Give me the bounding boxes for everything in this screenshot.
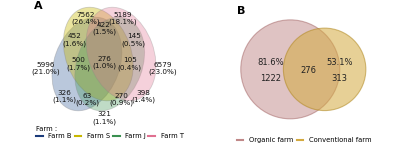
Legend: Farm B, Farm S, Farm J, Farm T: Farm B, Farm S, Farm J, Farm T (34, 124, 186, 142)
Text: 145
(0.5%): 145 (0.5%) (122, 33, 146, 47)
Text: 105
(0.4%): 105 (0.4%) (118, 57, 142, 71)
Text: 276: 276 (301, 66, 317, 75)
Text: 6579
(23.0%): 6579 (23.0%) (148, 61, 177, 75)
Ellipse shape (75, 17, 144, 111)
Text: 5189
(18.1%): 5189 (18.1%) (108, 12, 137, 25)
Text: 276
(1.0%): 276 (1.0%) (92, 56, 116, 69)
Text: 422
(1.5%): 422 (1.5%) (92, 22, 116, 35)
Text: 326
(1.1%): 326 (1.1%) (52, 90, 76, 103)
Text: 7562
(26.4%): 7562 (26.4%) (71, 12, 100, 25)
Text: 81.6%: 81.6% (258, 58, 284, 67)
Text: 1222: 1222 (260, 74, 282, 83)
Ellipse shape (64, 7, 133, 101)
Text: 63
(0.2%): 63 (0.2%) (75, 93, 99, 106)
Text: 313: 313 (332, 74, 348, 83)
Text: 53.1%: 53.1% (326, 58, 353, 67)
Ellipse shape (86, 7, 156, 101)
Circle shape (283, 28, 366, 111)
Text: 500
(1.7%): 500 (1.7%) (66, 57, 90, 71)
Text: 321
(1.1%): 321 (1.1%) (92, 111, 116, 125)
Circle shape (241, 20, 340, 119)
Legend: Organic farm, Conventional farm: Organic farm, Conventional farm (234, 134, 374, 146)
Text: 5996
(21.0%): 5996 (21.0%) (31, 61, 60, 75)
Ellipse shape (52, 17, 122, 111)
Text: 452
(1.6%): 452 (1.6%) (62, 33, 86, 47)
Text: A: A (34, 1, 43, 11)
Text: B: B (237, 6, 245, 16)
Text: 270
(0.9%): 270 (0.9%) (109, 93, 133, 106)
Text: 398
(1.4%): 398 (1.4%) (132, 90, 156, 103)
